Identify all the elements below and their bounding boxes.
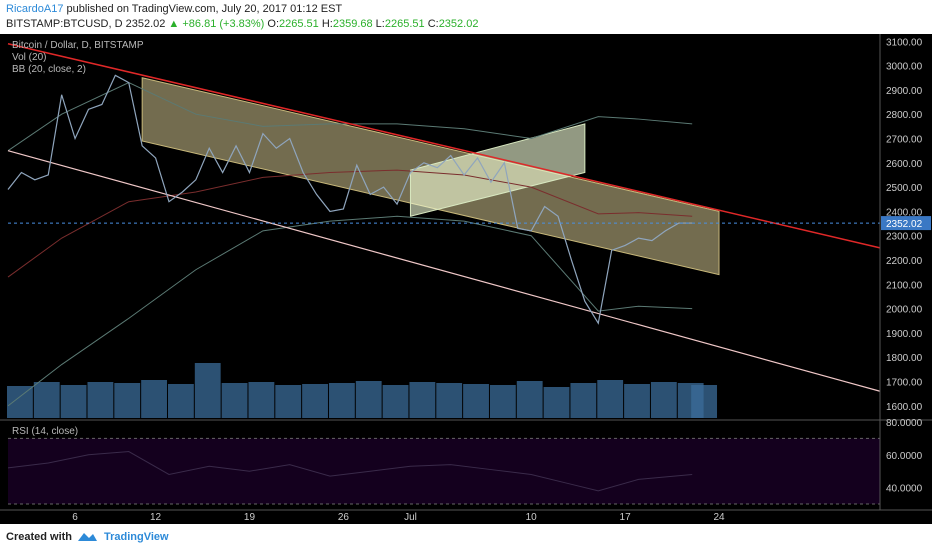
x-tick-label: Jul (404, 512, 417, 523)
rsi-tick-label: 40.0000 (886, 484, 923, 495)
x-tick-label: 19 (244, 512, 256, 523)
y-tick-label: 2500.00 (886, 183, 923, 194)
publish-line: RicardoA17 published on TradingView.com,… (6, 3, 342, 15)
y-tick-label: 1700.00 (886, 378, 923, 389)
volume-bar (516, 381, 543, 418)
y-tick-label: 1600.00 (886, 402, 923, 413)
author-link[interactable]: RicardoA17 (6, 3, 64, 15)
volume-bar (302, 384, 328, 418)
tradingview-brand[interactable]: TradingView (104, 531, 169, 543)
y-tick-label: 2900.00 (886, 86, 923, 97)
axes-layer: 40.0000 60.0000 80.0000 2352.02 1600.00 1700.… (0, 34, 932, 523)
upper-trendline (7, 42, 881, 249)
y-tick-label: 3100.00 (886, 37, 923, 48)
volume-bar (543, 387, 570, 418)
x-tick-label: 24 (713, 512, 725, 523)
open-label: O: (267, 18, 280, 30)
legend-rsi: RSI (14, close) (12, 426, 78, 437)
bb-basis-line (7, 169, 693, 278)
volume-bar (489, 385, 516, 418)
price-change: +86.81 (+3.83%) (182, 18, 265, 30)
open-value: 2265.51 (279, 18, 319, 30)
y-tick-label: 2300.00 (886, 232, 923, 243)
close-label: C: (427, 18, 439, 30)
volume-bar (248, 382, 275, 418)
high-label: H: (321, 18, 333, 30)
x-tick-label: 17 (620, 512, 632, 523)
volume-bar (194, 363, 221, 418)
current-price-label: 2352.02 (886, 219, 923, 230)
volume-layer (7, 363, 718, 418)
tradingview-cloud-icon (78, 533, 97, 541)
volume-bar (624, 384, 650, 418)
lower-trendline (7, 150, 881, 392)
rsi-line (7, 451, 693, 492)
legend-volume: Vol (20) (12, 52, 46, 63)
y-tick-label: 1800.00 (886, 353, 923, 364)
volume-bar (275, 385, 302, 418)
y-tick-label: 2200.00 (886, 256, 923, 267)
header: RicardoA17 published on TradingView.com,… (0, 0, 932, 34)
legend-bb: BB (20, close, 2) (12, 64, 86, 75)
volume-bar (650, 382, 677, 418)
flag-rectangle (409, 123, 586, 217)
volume-bar (114, 383, 141, 418)
volume-bar (355, 381, 382, 418)
x-tick-label: 26 (338, 512, 350, 523)
volume-bar (33, 382, 60, 418)
up-arrow-icon: ▲ (168, 18, 180, 30)
volume-bar (167, 384, 194, 418)
created-with-text: Created with (6, 531, 73, 543)
volume-bar (463, 384, 489, 418)
volume-bar (597, 380, 624, 418)
rsi-tick-label: 60.0000 (886, 451, 923, 462)
close-value: 2352.02 (438, 18, 479, 30)
published-text: published on TradingView.com, July 20, 2… (66, 3, 343, 15)
footer: Created with TradingView (0, 524, 932, 550)
y-tick-label: 3000.00 (886, 62, 923, 73)
low-value: 2265.51 (384, 18, 425, 30)
high-value: 2359.68 (332, 18, 373, 30)
y-tick-label: 2600.00 (886, 159, 923, 170)
volume-bar (87, 382, 114, 418)
y-tick-label: 2800.00 (886, 110, 923, 121)
volume-bar (382, 385, 409, 418)
y-tick-label: 2400.00 (886, 207, 923, 218)
volume-bar (436, 383, 463, 418)
volume-bar (7, 386, 33, 418)
y-tick-label: 2700.00 (886, 135, 923, 146)
symbol: BITSTAMP:BTCUSD, D (6, 18, 123, 30)
x-tick-label: 6 (72, 512, 78, 523)
volume-bar (691, 385, 718, 418)
volume-bar (221, 383, 248, 418)
bb-lower-line (7, 215, 693, 407)
last-price: 2352.02 (125, 18, 166, 30)
volume-bar (570, 383, 597, 418)
x-tick-label: 12 (150, 512, 162, 523)
volume-bar (141, 380, 167, 418)
y-tick-label: 2000.00 (886, 305, 923, 316)
y-tick-label: 2100.00 (886, 280, 923, 291)
low-label: L: (375, 18, 385, 30)
y-tick-label: 1900.00 (886, 329, 923, 340)
chart-area[interactable]: 40.0000 60.0000 80.0000 2352.02 1600.00 1700.… (0, 34, 932, 524)
volume-bar (60, 385, 87, 418)
bb-upper-line (7, 82, 693, 152)
rsi-tick-label: 80.0000 (886, 418, 923, 429)
current-price-tag (881, 216, 931, 231)
legend-symbol: Bitcoin / Dollar, D, BITSTAMP (12, 40, 144, 51)
x-tick-label: 10 (526, 512, 538, 523)
rsi-pane (7, 437, 880, 505)
series-layer (7, 42, 881, 407)
volume-bar (409, 382, 436, 418)
quote-line: BITSTAMP:BTCUSD, D 2352.02 ▲ +86.81 (+3.… (6, 18, 478, 30)
price-line (7, 74, 693, 325)
chart-svg[interactable]: 40.0000 60.0000 80.0000 2352.02 1600.00 1700.… (0, 34, 932, 524)
drawings-layer (141, 77, 720, 276)
rsi-band-fill (8, 438, 880, 504)
volume-bar (328, 383, 355, 418)
